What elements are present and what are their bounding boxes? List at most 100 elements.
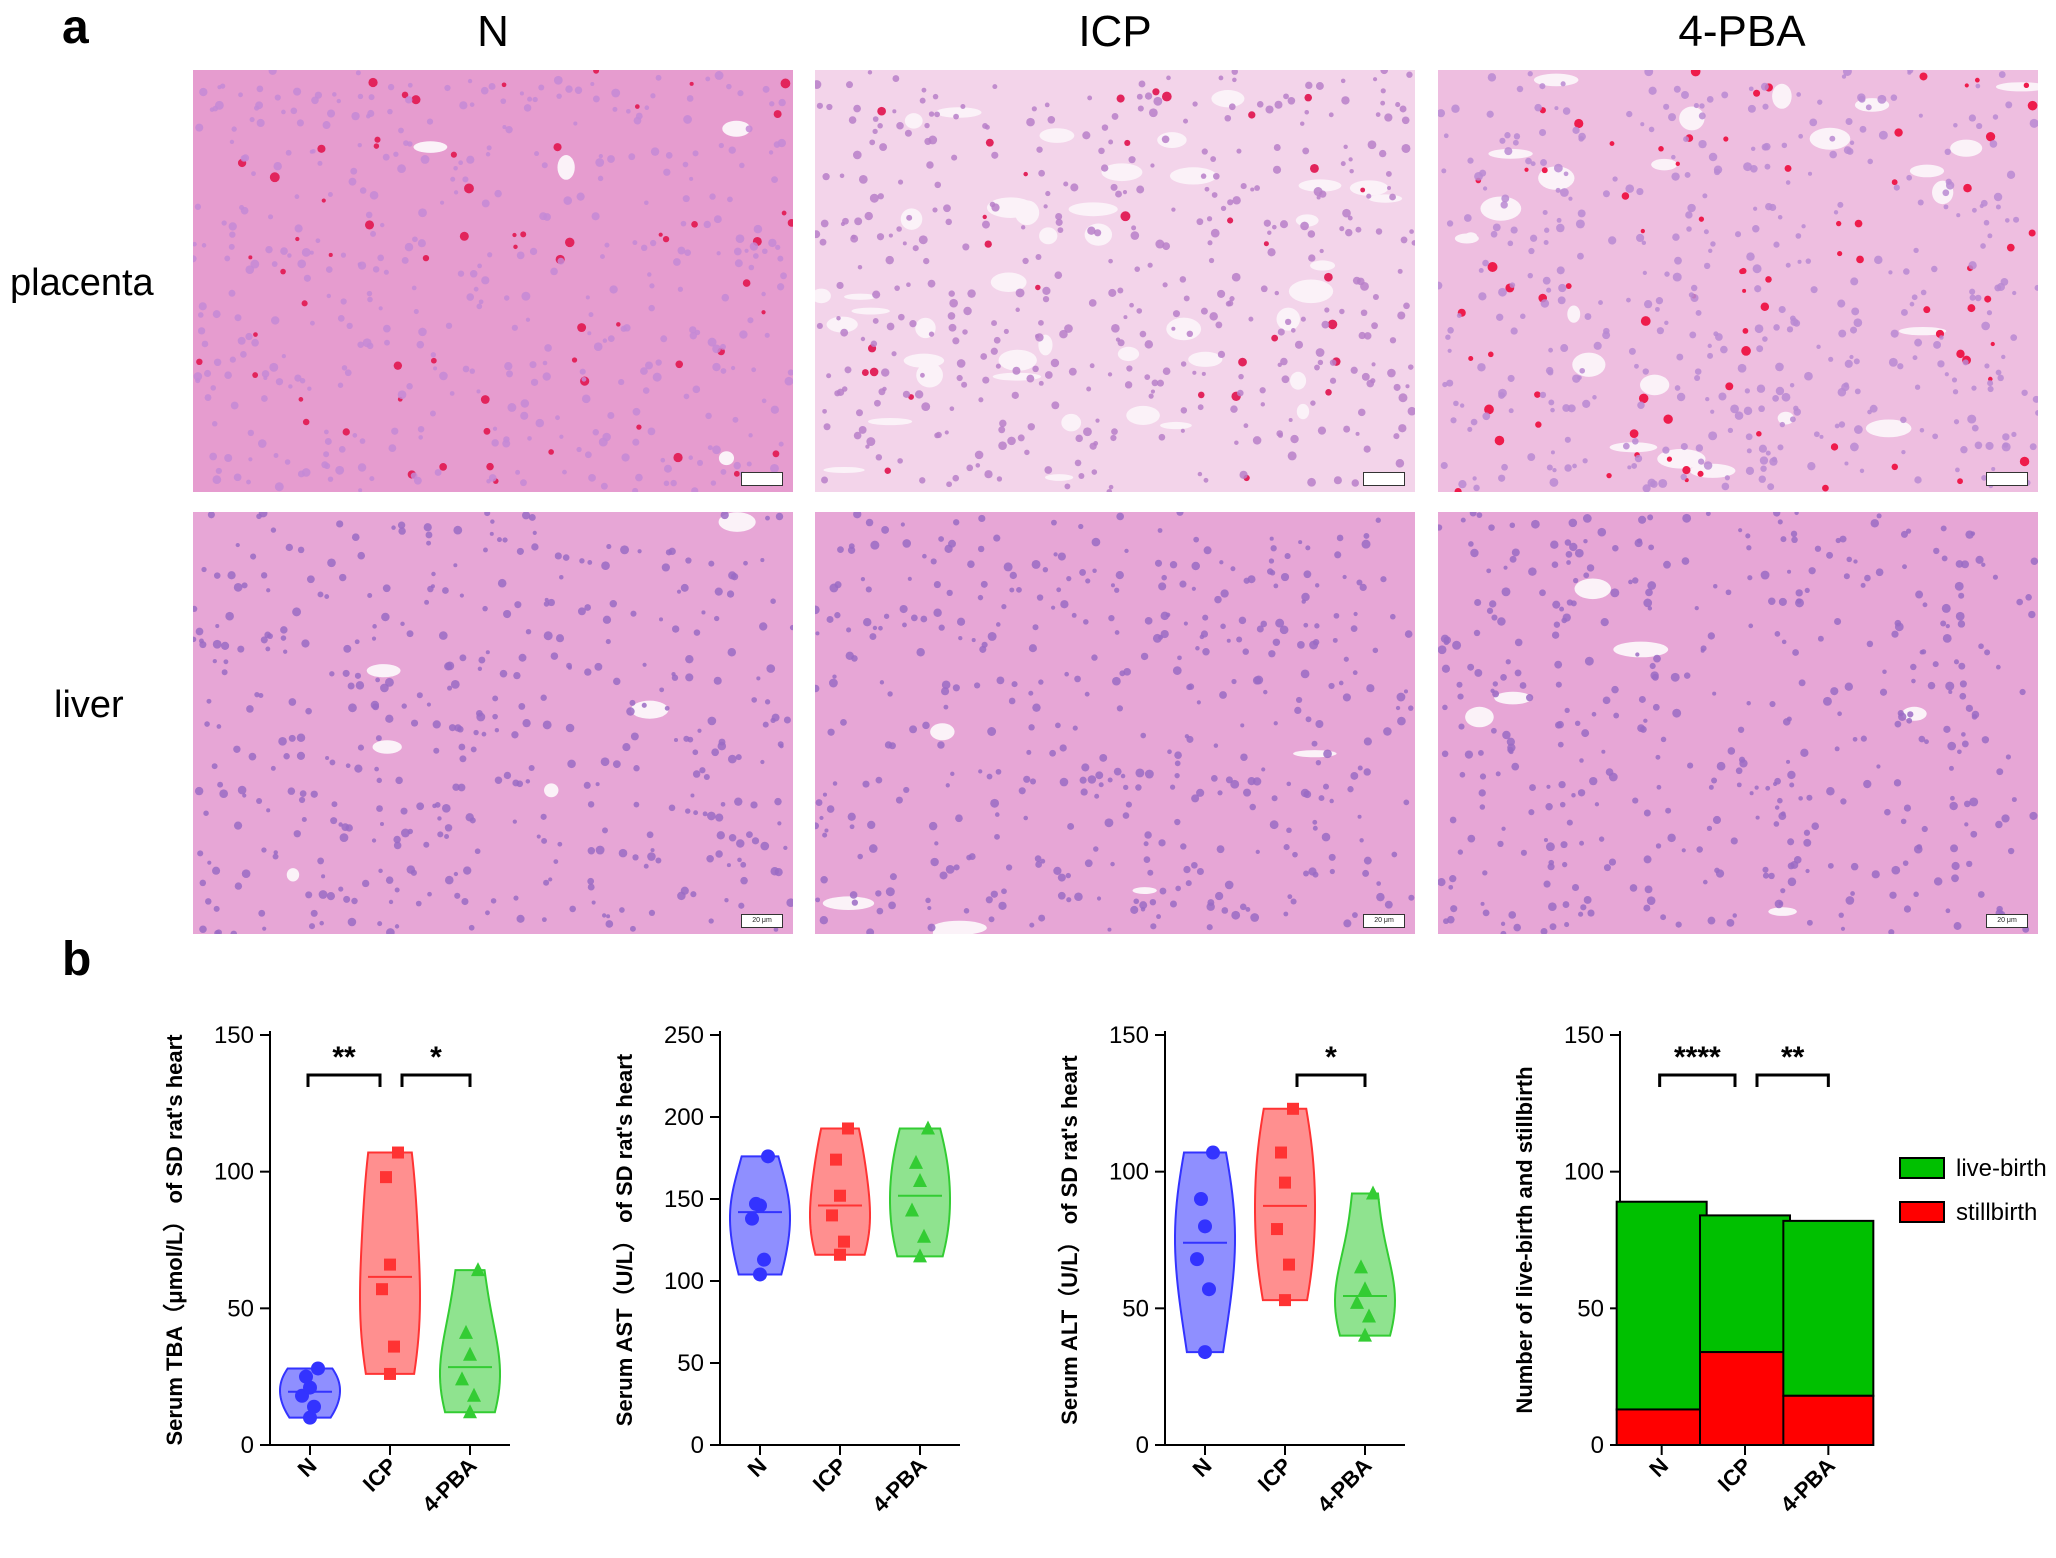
cell-nucleus — [1003, 562, 1013, 572]
cell-nucleus — [1283, 844, 1290, 851]
cell-nucleus — [388, 444, 397, 452]
cell-nucleus — [1108, 614, 1115, 622]
cell-nucleus — [410, 719, 419, 727]
cell-nucleus — [1778, 597, 1787, 606]
cell-nucleus — [1838, 912, 1844, 918]
cell-nucleus — [224, 255, 231, 262]
cell-nucleus — [1277, 432, 1283, 438]
cell-nucleus — [494, 189, 502, 198]
cell-nucleus — [870, 340, 878, 347]
cell-nucleus — [1383, 727, 1392, 736]
red-blood-cell — [1756, 431, 1762, 437]
cell-nucleus — [201, 243, 207, 248]
cell-nucleus — [685, 557, 692, 564]
cell-nucleus — [1572, 577, 1579, 584]
red-blood-cell — [373, 143, 380, 149]
cell-nucleus — [1826, 551, 1834, 559]
cell-nucleus — [1356, 277, 1365, 286]
red-blood-cell — [869, 367, 879, 377]
micrograph-liver-n: 20 μm — [193, 512, 793, 934]
bar-live-birth — [1782, 1219, 1875, 1397]
red-blood-cell — [1488, 351, 1494, 358]
cell-nucleus — [1638, 515, 1647, 524]
cell-nucleus — [815, 684, 820, 693]
cell-nucleus — [487, 252, 493, 258]
cell-nucleus — [1652, 703, 1660, 711]
red-blood-cell — [1640, 316, 1651, 326]
cell-nucleus — [1133, 898, 1140, 905]
red-blood-cell — [1984, 295, 1992, 303]
red-blood-cell — [548, 449, 554, 455]
cell-nucleus — [1656, 784, 1662, 790]
cell-nucleus — [1348, 157, 1353, 162]
cell-nucleus — [228, 222, 237, 231]
cell-nucleus — [492, 426, 498, 431]
cell-nucleus — [1594, 802, 1600, 807]
cell-nucleus — [1724, 475, 1730, 481]
cell-nucleus — [1254, 185, 1260, 191]
cell-nucleus — [1091, 469, 1098, 475]
cell-nucleus — [1110, 861, 1115, 867]
red-blood-cell — [691, 220, 698, 228]
cell-nucleus — [1647, 514, 1654, 521]
cell-nucleus — [506, 370, 513, 378]
data-point — [1194, 1192, 1208, 1206]
cell-nucleus — [212, 866, 221, 875]
cell-nucleus — [1242, 648, 1249, 655]
cell-nucleus — [609, 599, 617, 608]
cell-nucleus — [671, 625, 680, 633]
cell-nucleus — [1548, 859, 1555, 866]
cell-nucleus — [1707, 632, 1715, 640]
red-blood-cell — [480, 395, 490, 404]
cell-nucleus — [273, 850, 278, 855]
cell-nucleus — [1498, 287, 1507, 297]
cell-nucleus — [1743, 162, 1753, 172]
cell-nucleus — [992, 84, 998, 90]
data-point — [1358, 1281, 1372, 1296]
cell-nucleus — [520, 411, 529, 420]
cell-nucleus — [386, 928, 395, 934]
cell-nucleus — [581, 376, 587, 382]
cell-nucleus — [301, 816, 307, 822]
cell-nucleus — [193, 372, 203, 381]
cell-nucleus — [1564, 539, 1572, 546]
cell-nucleus — [1191, 861, 1198, 869]
cell-nucleus — [869, 139, 876, 146]
data-point — [1362, 1308, 1376, 1323]
cell-nucleus — [530, 378, 539, 387]
cell-nucleus — [1204, 186, 1210, 192]
cell-nucleus — [194, 786, 204, 796]
cell-nucleus — [357, 551, 366, 560]
cell-nucleus — [433, 366, 438, 371]
cell-nucleus — [1876, 513, 1882, 519]
cell-nucleus — [1796, 92, 1802, 97]
cell-nucleus — [1350, 366, 1358, 374]
cell-nucleus — [632, 438, 640, 446]
x-tick-label: N — [1188, 1453, 1217, 1482]
cell-nucleus — [1066, 576, 1072, 582]
cell-nucleus — [544, 344, 552, 352]
cell-nucleus — [557, 841, 563, 847]
red-blood-cell — [1658, 146, 1664, 152]
cell-nucleus — [369, 476, 375, 482]
cell-nucleus — [869, 193, 879, 203]
cell-nucleus — [1482, 186, 1488, 191]
x-tick-label: 4-PBA — [1312, 1453, 1376, 1517]
tissue-space — [1950, 139, 1983, 157]
cell-nucleus — [212, 310, 221, 319]
tissue-space — [986, 197, 1035, 218]
cell-nucleus — [891, 351, 897, 357]
cell-nucleus — [310, 909, 318, 917]
cell-nucleus — [591, 212, 600, 221]
cell-nucleus — [885, 255, 894, 265]
cell-nucleus — [355, 681, 365, 690]
cell-nucleus — [984, 124, 990, 130]
cell-nucleus — [602, 338, 608, 343]
cell-nucleus — [1295, 696, 1303, 704]
cell-nucleus — [1277, 328, 1285, 336]
cell-nucleus — [1902, 860, 1909, 866]
cell-nucleus — [1600, 618, 1609, 627]
cell-nucleus — [1389, 337, 1397, 344]
cell-nucleus — [1231, 272, 1241, 282]
cell-nucleus — [215, 467, 222, 475]
